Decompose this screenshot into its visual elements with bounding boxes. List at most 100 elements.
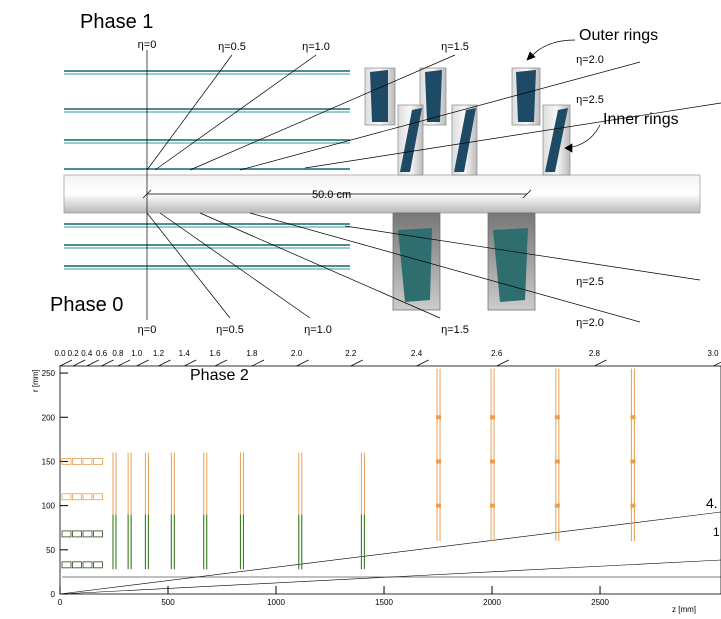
x-tick-label: 0 xyxy=(58,598,63,607)
eta-label: η=2.0 xyxy=(576,54,604,66)
phase0-label: Phase 0 xyxy=(50,294,123,316)
disk-green xyxy=(299,514,302,569)
barrel-module xyxy=(73,562,82,568)
barrel-module xyxy=(83,458,92,464)
disk-orange xyxy=(145,453,148,515)
eta-tick-label: 1.2 xyxy=(153,349,165,358)
eta-tick-label: 1.4 xyxy=(179,349,191,358)
y-tick-label: 200 xyxy=(42,413,56,422)
disk-orange xyxy=(299,453,302,515)
figure: Phase 1 Phase 0 Outer rings Inner rings … xyxy=(0,0,721,619)
eta-tick xyxy=(73,360,85,366)
barrel-layers xyxy=(64,71,350,269)
eta-tick-label: 1.8 xyxy=(246,349,258,358)
eta-tick xyxy=(497,360,509,366)
edge-label: 4. xyxy=(706,495,718,511)
barrel-module xyxy=(62,531,71,537)
length-label: 50.0 cm xyxy=(312,189,351,201)
disk-joint xyxy=(555,415,560,419)
barrel-module xyxy=(94,562,103,568)
inner-rings-label: Inner rings xyxy=(603,111,679,128)
barrel-module xyxy=(73,531,82,537)
disk-orange xyxy=(361,453,364,515)
barrel-module xyxy=(73,494,82,500)
eta-tick xyxy=(102,360,114,366)
disk-joint xyxy=(630,459,635,463)
eta-tick-label: 0.6 xyxy=(96,349,108,358)
x-tick-label: 2500 xyxy=(591,598,609,607)
outer-rings-label: Outer rings xyxy=(579,27,658,44)
eta-tick xyxy=(252,360,264,366)
eta-tick xyxy=(158,360,170,366)
y-tick-label: 50 xyxy=(46,546,55,555)
disk-large xyxy=(556,369,559,541)
eta-label: η=1.5 xyxy=(441,41,469,53)
disk-orange xyxy=(171,453,174,515)
y-tick-label: 250 xyxy=(42,369,56,378)
barrel-module xyxy=(94,494,103,500)
eta-tick xyxy=(118,360,130,366)
eta-tick xyxy=(137,360,149,366)
disk-joint xyxy=(490,415,495,419)
barrel-module xyxy=(94,458,103,464)
eta-label: η=0 xyxy=(138,324,157,336)
disk-orange xyxy=(128,453,131,515)
eta-label: η=0.5 xyxy=(216,324,244,336)
eta-tick-label: 2.2 xyxy=(345,349,357,358)
eta-tick xyxy=(184,360,196,366)
eta-tick-label: 1.0 xyxy=(131,349,143,358)
disk-orange xyxy=(204,453,207,515)
eta-tick-label: 2.6 xyxy=(491,349,503,358)
x-axis-label: z [mm] xyxy=(672,605,696,614)
x-tick-label: 2000 xyxy=(483,598,501,607)
eta-tick-label: 3.0 xyxy=(707,349,719,358)
eta-label: η=2.5 xyxy=(576,94,604,106)
eta-line xyxy=(60,512,721,594)
disk-large xyxy=(491,369,494,541)
eta-label: η=1.0 xyxy=(304,324,332,336)
disk-joint xyxy=(630,504,635,508)
eta-tick-label: 0.2 xyxy=(68,349,80,358)
x-tick-label: 500 xyxy=(161,598,175,607)
y-tick-label: 100 xyxy=(42,502,56,511)
eta-label: η=0.5 xyxy=(218,41,246,53)
disk-joint xyxy=(436,415,441,419)
disk-green xyxy=(113,514,116,569)
barrel-module xyxy=(62,494,71,500)
disk-green xyxy=(361,514,364,569)
disk-joint xyxy=(436,504,441,508)
eta-tick xyxy=(297,360,309,366)
eta-tick xyxy=(60,360,72,366)
disk-large xyxy=(437,369,440,541)
disk-green xyxy=(145,514,148,569)
disk-orange xyxy=(113,453,116,515)
eta-label: η=1.0 xyxy=(302,41,330,53)
plot-frame xyxy=(60,366,721,594)
eta-label: η=0 xyxy=(138,39,157,51)
disk-green xyxy=(240,514,243,569)
disks-bottom xyxy=(393,213,535,310)
disk-joint xyxy=(555,504,560,508)
eta-label: η=1.5 xyxy=(441,324,469,336)
eta-tick-label: 2.4 xyxy=(411,349,423,358)
disk-green xyxy=(171,514,174,569)
eta-tick-label: 2.0 xyxy=(291,349,303,358)
disk-large xyxy=(631,369,634,541)
barrel-module xyxy=(83,562,92,568)
plot-title: Phase 2 xyxy=(190,367,249,384)
eta-tick-label: 1.6 xyxy=(209,349,221,358)
eta-tick-label: 0.8 xyxy=(112,349,124,358)
x-tick-label: 1000 xyxy=(267,598,285,607)
phase1-label: Phase 1 xyxy=(80,11,153,33)
edge-label: 1 xyxy=(713,525,720,539)
x-tick-label: 1500 xyxy=(375,598,393,607)
disk-joint xyxy=(490,504,495,508)
disk-green xyxy=(128,514,131,569)
disk-joint xyxy=(490,459,495,463)
eta-tick-label: 0.0 xyxy=(54,349,66,358)
eta-tick xyxy=(594,360,606,366)
disk-green xyxy=(204,514,207,569)
eta-tick xyxy=(351,360,363,366)
eta-tick xyxy=(215,360,227,366)
